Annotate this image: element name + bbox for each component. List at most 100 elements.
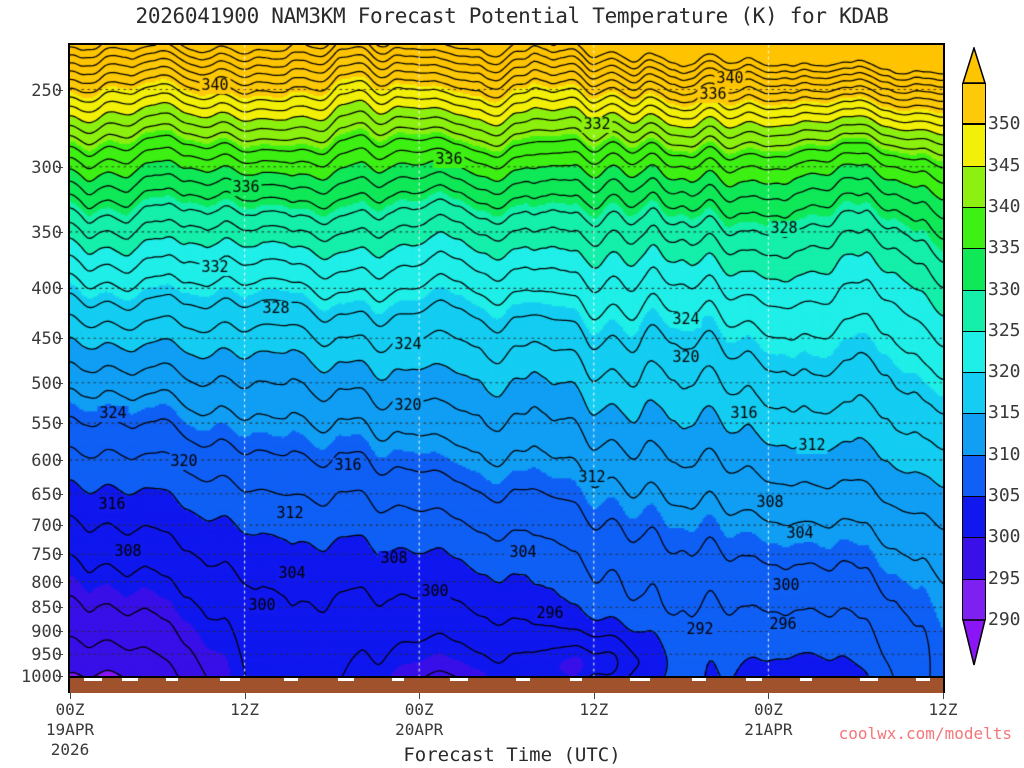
- colorbar-tick-label: 295: [988, 567, 1021, 589]
- colorbar-band: [962, 413, 986, 455]
- colorbar-band: [962, 206, 986, 249]
- x-axis-tick-label: 00Z: [55, 700, 85, 719]
- colorbar-tick-label: 315: [988, 402, 1021, 424]
- y-axis-tick-label: 950: [31, 645, 62, 666]
- colorbar-band: [962, 124, 986, 166]
- y-axis-tick: [58, 459, 63, 461]
- y-axis-tick: [58, 423, 63, 425]
- chart-title: 2026041900 NAM3KM Forecast Potential Tem…: [135, 4, 889, 28]
- y-axis-tick-label: 350: [31, 222, 62, 243]
- plot-area: [68, 43, 945, 678]
- y-axis-tick-label: 750: [31, 545, 62, 566]
- x-axis-tick-label: 00Z: [753, 700, 783, 719]
- y-axis-tick: [58, 493, 63, 495]
- colorbar-band: [962, 454, 986, 497]
- colorbar-tick-label: 305: [988, 485, 1021, 507]
- terrain-gap: [284, 678, 298, 681]
- y-axis-tick-label: 650: [31, 484, 62, 505]
- y-axis-tick-label: 450: [31, 329, 62, 350]
- colorbar-band: [962, 248, 986, 290]
- x-axis-tick: [70, 693, 71, 699]
- terrain-gap: [338, 678, 354, 681]
- x-axis-tick: [593, 693, 595, 699]
- terrain-gap: [122, 678, 138, 681]
- x-axis-tick-label: 12Z: [928, 700, 958, 719]
- y-axis-tick: [58, 676, 63, 677]
- x-axis-year-label: 2026: [50, 740, 90, 759]
- x-axis-tick: [943, 693, 944, 699]
- colorbar-tick-label: 320: [988, 361, 1021, 383]
- x-axis-date-label: 21APR: [744, 720, 793, 739]
- x-axis-tick-label: 12Z: [579, 700, 609, 719]
- y-axis-tick: [58, 631, 63, 633]
- contour-field: [70, 45, 943, 676]
- y-axis-tick: [58, 338, 63, 340]
- x-axis-tick: [768, 693, 770, 699]
- y-axis-tick: [58, 89, 63, 91]
- colorbar-band: [962, 165, 986, 207]
- y-axis-tick-label: 700: [31, 516, 62, 537]
- colorbar-band: [962, 330, 986, 373]
- y-axis-tick-label: 400: [31, 279, 62, 300]
- terrain-gap: [392, 678, 404, 681]
- x-axis-tick: [419, 693, 421, 699]
- terrain-gap: [800, 678, 812, 681]
- y-axis-tick-label: 550: [31, 414, 62, 435]
- colorbar-band: [962, 537, 986, 579]
- y-axis-tick: [58, 607, 63, 609]
- y-axis-tick-label: 850: [31, 598, 62, 619]
- y-axis-tick: [58, 382, 63, 384]
- x-axis-tick-label: 12Z: [230, 700, 260, 719]
- x-axis-title: Forecast Time (UTC): [403, 744, 621, 766]
- terrain-gap: [84, 678, 102, 681]
- terrain-gap: [860, 678, 878, 681]
- terrain-gap: [692, 678, 706, 681]
- y-axis-tick-label: 600: [31, 450, 62, 471]
- colorbar-band: [962, 496, 986, 538]
- colorbar-over-arrow: [962, 47, 986, 84]
- colorbar-tick-label: 325: [988, 319, 1021, 341]
- colorbar-tick-label: 340: [988, 195, 1021, 217]
- terrain-gap: [450, 678, 468, 681]
- terrain-gap: [166, 678, 178, 681]
- colorbar-tick-label: 350: [988, 113, 1021, 135]
- y-axis-tick: [58, 288, 63, 290]
- terrain-gap: [570, 678, 582, 681]
- x-axis-date-label: 19APR: [45, 720, 95, 739]
- y-axis-tick-label: 500: [31, 373, 62, 394]
- terrain-gap: [516, 678, 530, 681]
- colorbar-tick-label: 335: [988, 237, 1021, 259]
- terrain-gap: [220, 678, 240, 681]
- x-axis-date-label: 20APR: [395, 720, 444, 739]
- colorbar-tick-label: 330: [988, 278, 1021, 300]
- y-axis-tick-label: 800: [31, 572, 62, 593]
- y-axis: 250 300 350 400 450 500 550 600 650 700 750 800 850 9…: [0, 0, 63, 768]
- terrain-gap: [746, 678, 762, 681]
- colorbar-band: [962, 578, 986, 620]
- colorbar-tick-label: 290: [988, 609, 1021, 630]
- colorbar-under-arrow: [962, 619, 986, 666]
- y-axis-tick-label: 300: [31, 157, 62, 178]
- y-axis-tick: [58, 231, 63, 233]
- y-axis-tick-label: 250: [31, 80, 62, 101]
- terrain-gap: [630, 678, 650, 681]
- x-axis-tick-label: 00Z: [404, 700, 434, 719]
- y-axis-tick-label: 1000: [21, 667, 62, 687]
- y-axis-tick: [58, 581, 63, 583]
- colorbar-band: [962, 83, 986, 125]
- colorbar: [962, 83, 986, 620]
- y-axis-tick: [58, 525, 63, 527]
- x-axis-tick: [244, 693, 246, 699]
- colorbar-tick-label: 310: [988, 443, 1021, 465]
- y-axis-tick-label: 900: [31, 622, 62, 643]
- colorbar-tick-label: 300: [988, 526, 1021, 548]
- y-axis-tick: [58, 554, 63, 556]
- terrain-gap: [916, 678, 930, 681]
- colorbar-band: [962, 372, 986, 414]
- y-axis-tick: [58, 166, 63, 168]
- y-axis-tick: [58, 654, 63, 656]
- watermark: coolwx.com/modelts: [838, 724, 1012, 743]
- terrain-band: [68, 678, 945, 693]
- colorbar-band: [962, 289, 986, 331]
